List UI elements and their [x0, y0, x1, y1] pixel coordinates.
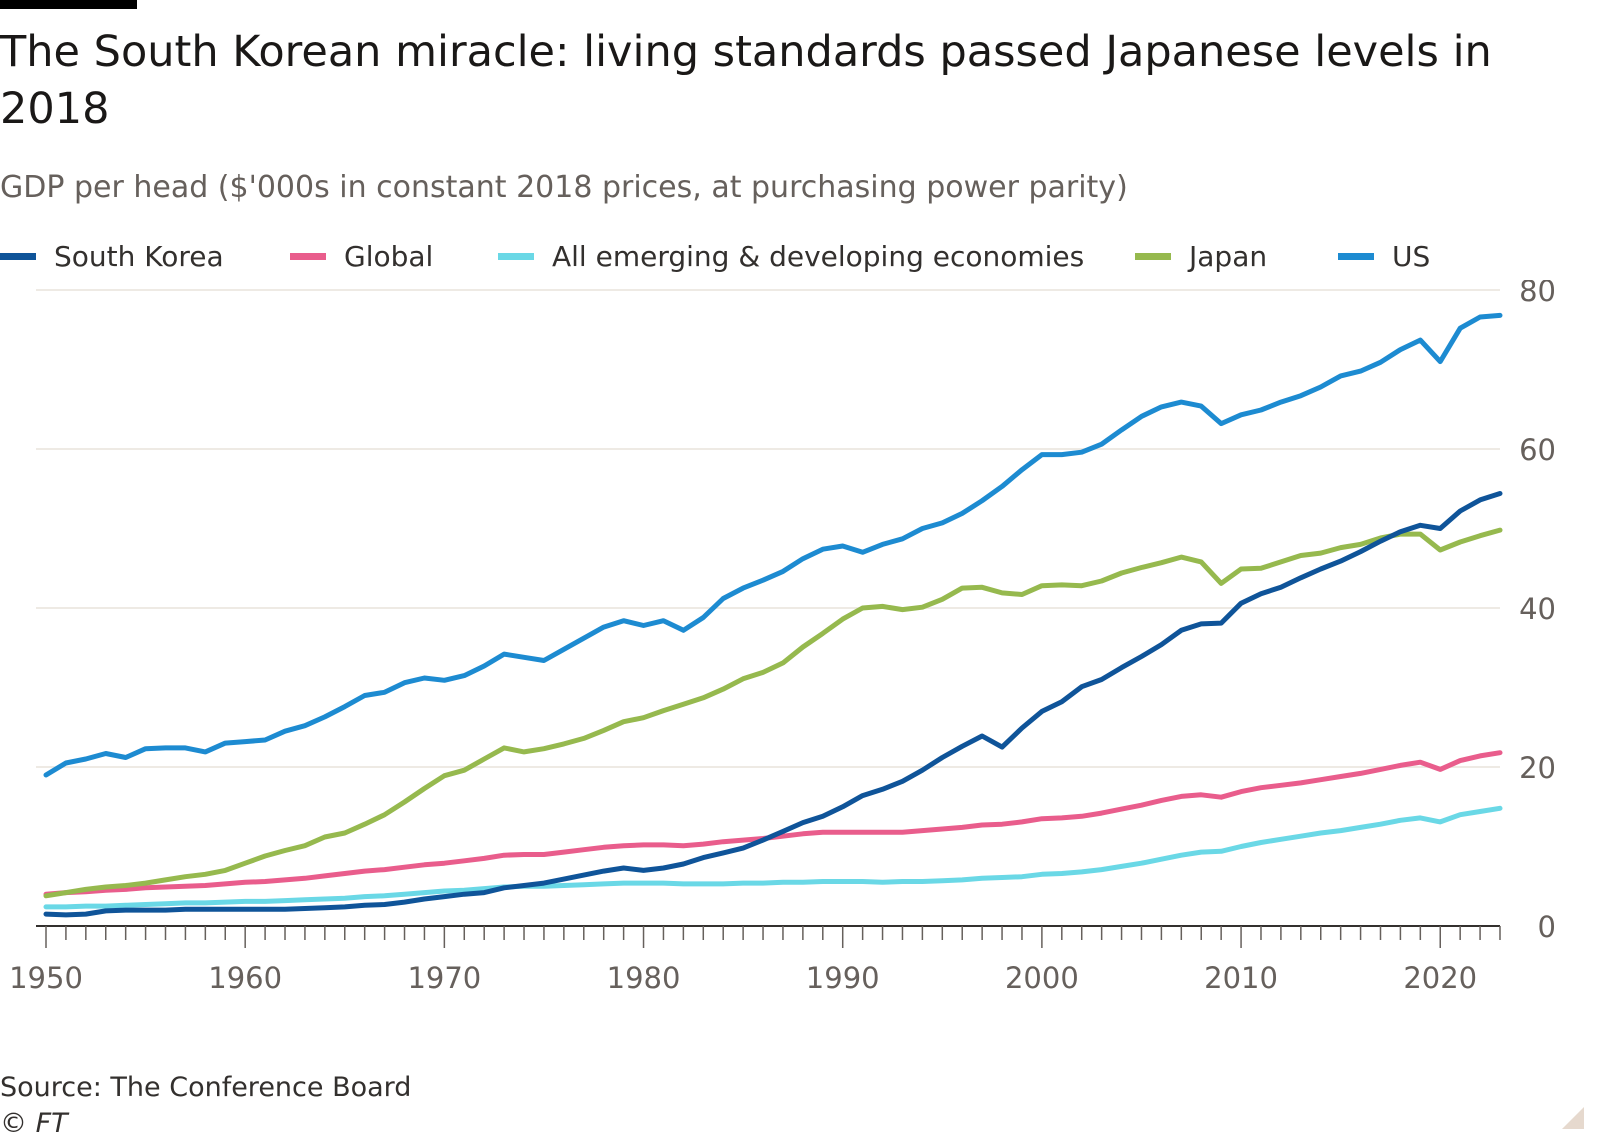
x-tick-label-1970: 1970: [407, 961, 481, 995]
y-tick-label-20: 20: [1519, 751, 1556, 785]
legend-item-japan: Japan: [1135, 236, 1267, 276]
legend-swatch-emerging: [498, 252, 534, 260]
x-tick-label-1960: 1960: [208, 961, 282, 995]
legend-label-japan: Japan: [1189, 239, 1268, 273]
legend-item-us: US: [1338, 236, 1430, 276]
series-line-us: [43, 312, 1503, 778]
x-tick-label-1980: 1980: [607, 961, 681, 995]
legend-item-global: Global: [290, 236, 433, 276]
series-line-emerging: [43, 805, 1503, 910]
series-line-south-korea: [43, 491, 1503, 918]
series-line-japan: [43, 527, 1503, 899]
legend-swatch-global: [290, 252, 326, 260]
chart-title: The South Korean miracle: living standar…: [0, 27, 1492, 134]
legend-label-global: Global: [344, 239, 434, 273]
legend-item-emerging: All emerging & developing economies: [498, 236, 1084, 276]
y-tick-label-40: 40: [1519, 592, 1556, 626]
series-lines: [43, 312, 1503, 918]
y-tick-label-60: 60: [1519, 433, 1556, 467]
legend-swatch-us: [1338, 252, 1374, 260]
x-tick-label-2020: 2020: [1403, 961, 1477, 995]
legend-label-us: US: [1392, 239, 1431, 273]
x-tick-label-1990: 1990: [806, 961, 880, 995]
y-tick-label-80: 80: [1519, 280, 1556, 308]
legend-swatch-japan: [1135, 252, 1171, 260]
series-line-global: [43, 750, 1503, 897]
source-note: Source: The Conference Board: [0, 1072, 412, 1103]
legend-label-emerging: All emerging & developing economies: [552, 239, 1085, 273]
axes: 0 20 40 60 80 1950 1960 1970 1980 1990 2000 2010 202…: [9, 280, 1556, 995]
x-tick-label-2000: 2000: [1005, 961, 1079, 995]
chart-subtitle: GDP per head ($'000s in constant 2018 pr…: [0, 170, 1128, 205]
x-tick-label-2010: 2010: [1204, 961, 1278, 995]
x-tick-label-1950: 1950: [9, 961, 83, 995]
copyright-note: © FT: [0, 1108, 68, 1139]
y-tick-label-0: 0: [1538, 910, 1556, 944]
legend-swatch-south-korea: [0, 252, 36, 260]
legend-item-south-korea: South Korea: [0, 236, 224, 276]
line-chart: 0 20 40 60 80 1950 1960 1970 1980 1990 2000 2010 202…: [9, 280, 1556, 995]
gridlines: [36, 289, 1500, 768]
ft-accent-bar: [0, 0, 137, 9]
legend-label-south-korea: South Korea: [54, 239, 224, 273]
corner-fold-icon: [1562, 1107, 1584, 1129]
